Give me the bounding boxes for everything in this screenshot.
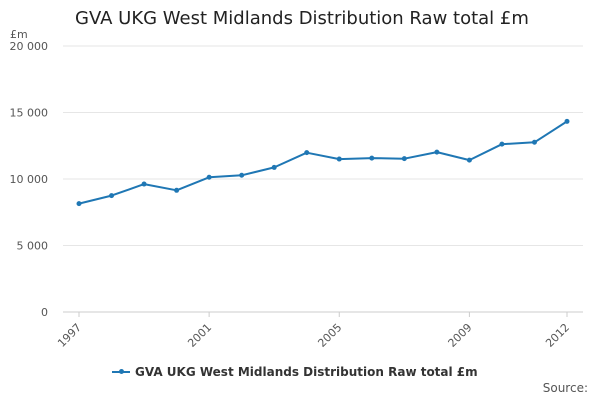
data-point[interactable] [336, 156, 342, 162]
legend[interactable]: GVA UKG West Midlands Distribution Raw t… [112, 365, 478, 379]
source-label: Source: [542, 381, 588, 395]
gridlines [63, 45, 583, 246]
legend-marker-icon [119, 369, 124, 374]
series-layer [76, 118, 570, 207]
data-point[interactable] [304, 150, 310, 156]
data-point[interactable] [369, 155, 375, 161]
data-point[interactable] [271, 164, 277, 170]
x-tick-label: 2001 [185, 321, 214, 350]
data-point[interactable] [174, 187, 180, 193]
y-axis-unit-label: £m [10, 28, 28, 41]
y-tick-label: 0 [41, 306, 48, 319]
data-point[interactable] [564, 118, 570, 124]
y-tick-label: 15 000 [10, 107, 49, 120]
series-line [78, 120, 568, 205]
data-point[interactable] [76, 201, 82, 207]
y-tick-label: 10 000 [10, 173, 49, 186]
x-tick-label: 2005 [315, 321, 344, 350]
data-point[interactable] [466, 157, 472, 163]
x-tick-label: 2009 [446, 321, 475, 350]
data-point[interactable] [434, 149, 440, 155]
data-point[interactable] [109, 193, 115, 199]
legend-label: GVA UKG West Midlands Distribution Raw t… [135, 365, 478, 379]
data-point[interactable] [206, 174, 212, 180]
data-point[interactable] [499, 141, 505, 147]
data-point[interactable] [401, 156, 407, 162]
data-point[interactable] [141, 181, 147, 187]
y-tick-label: 5 000 [17, 240, 49, 253]
legend-line-swatch [112, 369, 130, 374]
x-tick-label: 2012 [543, 321, 572, 350]
data-point[interactable] [239, 172, 245, 178]
axes: 0 5 000 10 000 15 000 20 000 1997 2001 2005 2009… [10, 40, 583, 350]
data-point[interactable] [531, 139, 537, 145]
chart-title: GVA UKG West Midlands Distribution Raw t… [75, 8, 529, 29]
x-tick-label: 1997 [55, 321, 84, 350]
y-tick-label: 20 000 [10, 40, 49, 53]
